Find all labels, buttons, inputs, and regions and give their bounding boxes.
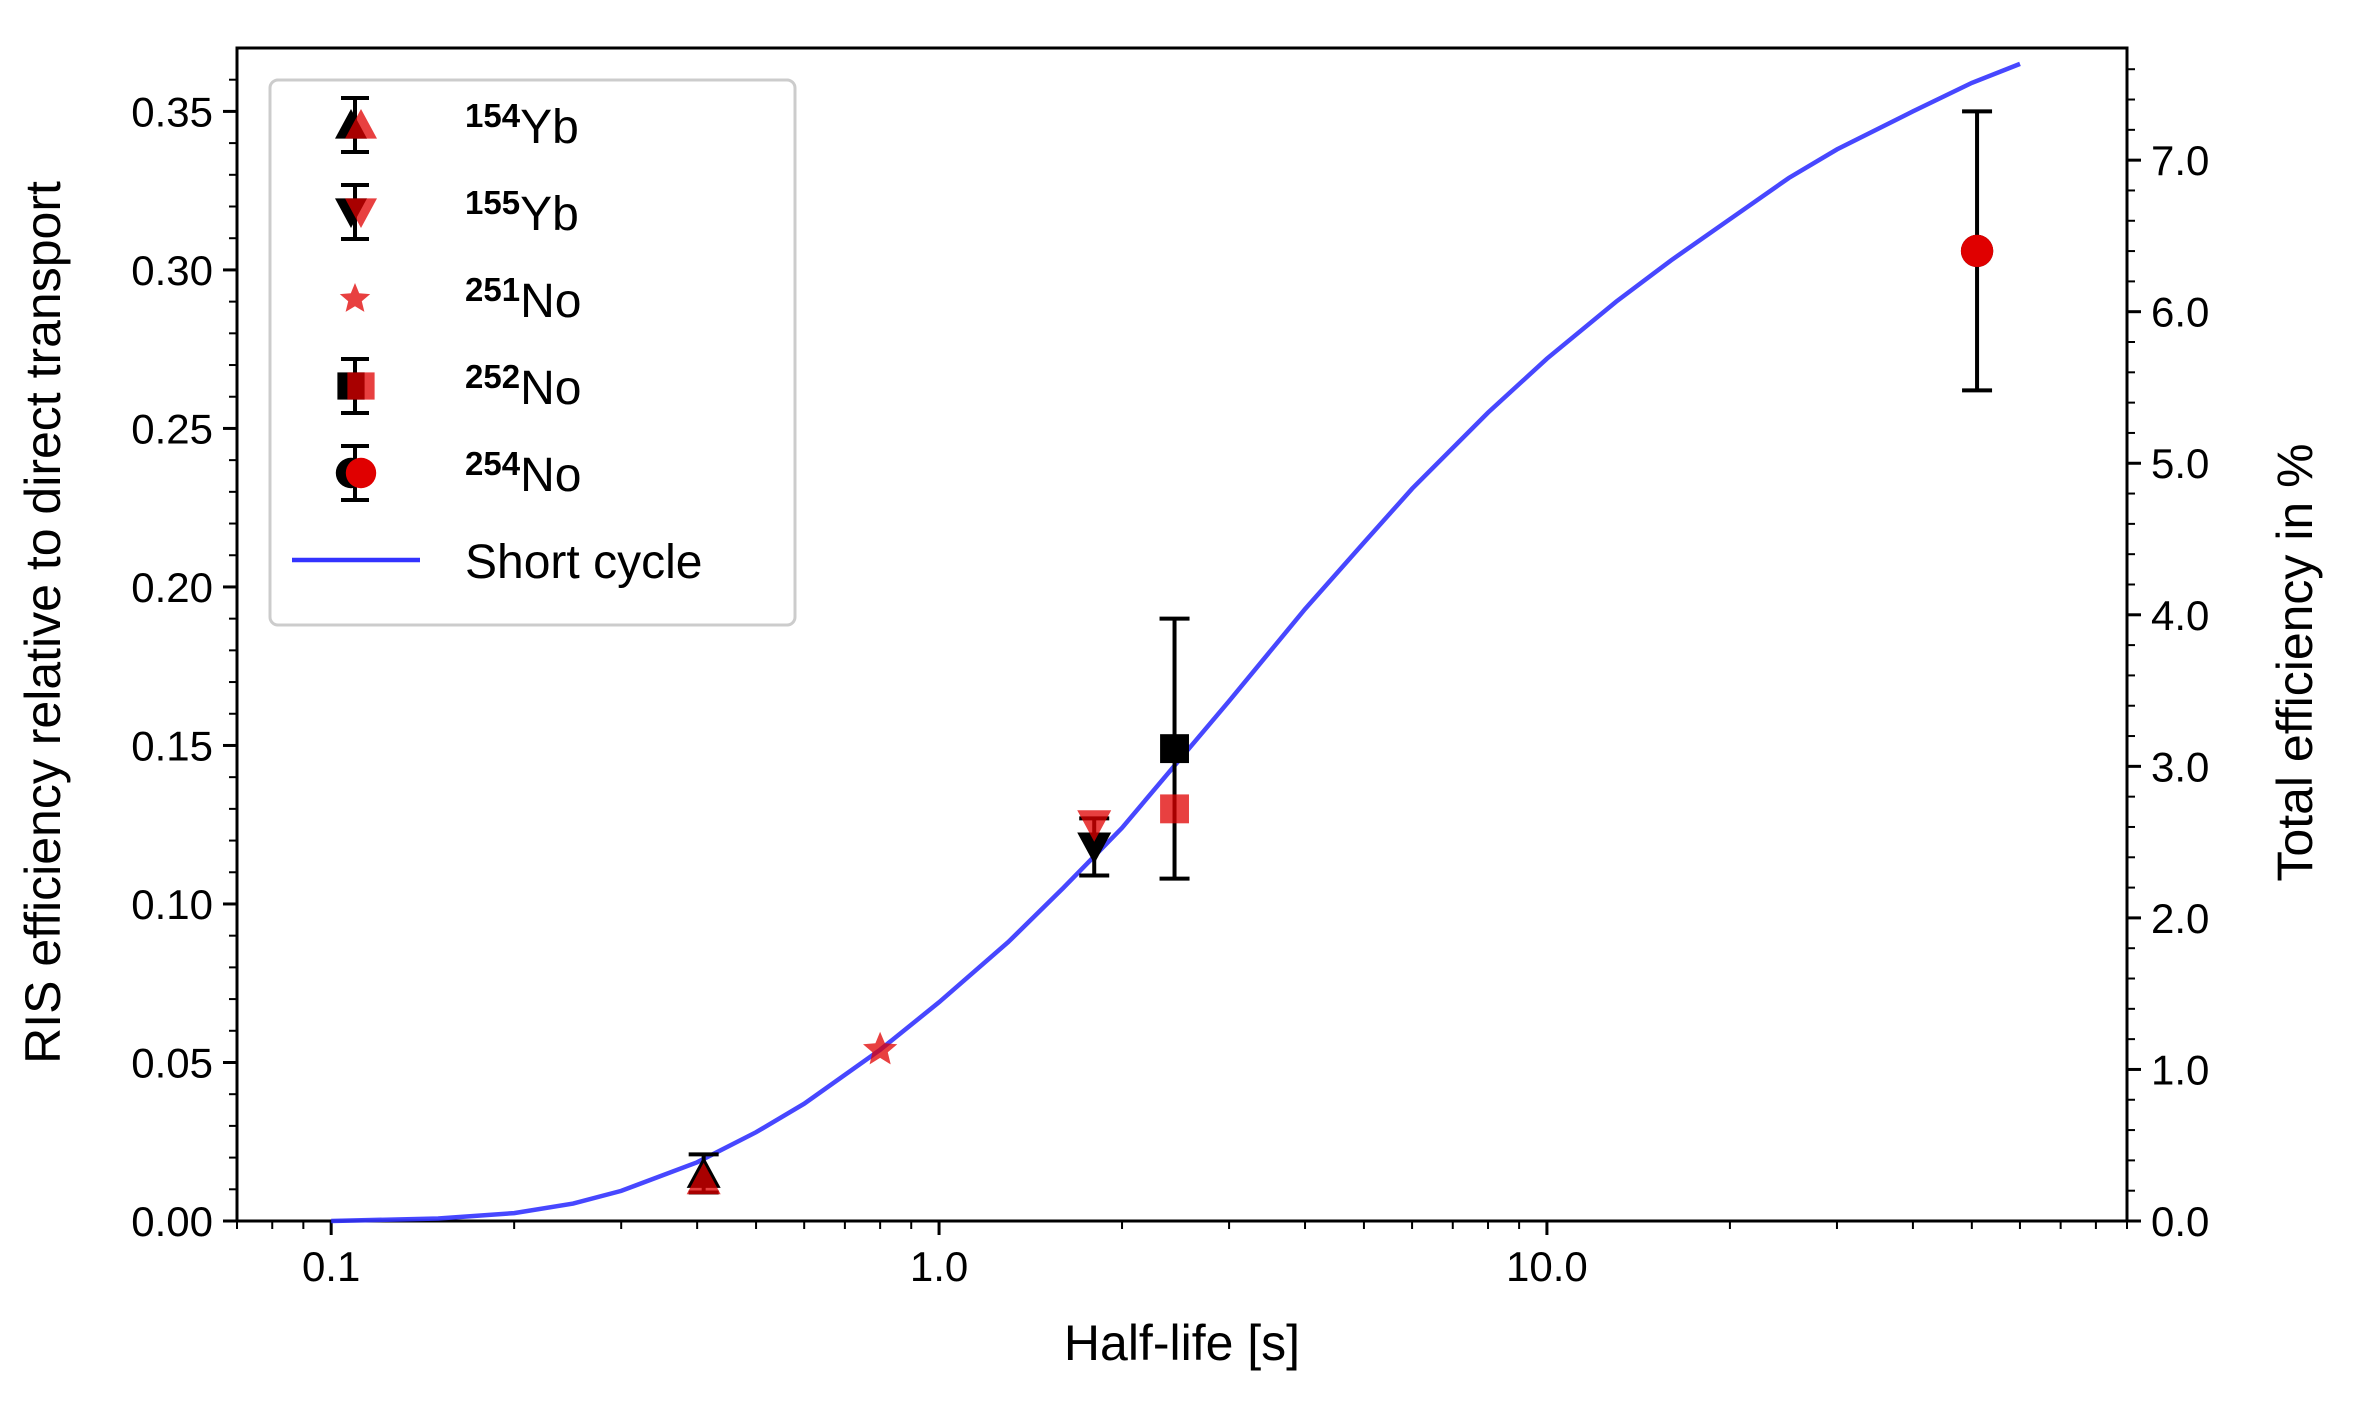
y2-tick-label: 0.0 [2151,1198,2209,1245]
legend-label: Short cycle [465,536,702,589]
series-yb-154 [686,1152,721,1195]
legend-entry-no-251: 251No [339,271,581,328]
legend-red-star-marker [339,283,371,312]
series-no-252 [1159,616,1190,881]
legend-entry-short-cycle: Short cycle [292,536,702,589]
legend-entry-yb-154: 154Yb [335,96,579,154]
legend-element-symbol: Yb [520,101,579,154]
y-tick-label: 0.25 [131,405,213,452]
legend-element-symbol: No [520,449,581,502]
black-triangle-down-marker [1077,832,1112,864]
y-tick-label: 0.00 [131,1198,213,1245]
legend-mass-number: 251 [465,271,520,308]
y2-tick-label: 3.0 [2151,743,2209,790]
legend-label: 154Yb [465,97,579,154]
y-tick-label: 0.20 [131,564,213,611]
y2-tick-label: 4.0 [2151,592,2209,639]
x-tick-label: 1.0 [910,1243,968,1290]
legend-element-symbol: Yb [520,188,579,241]
y2-tick-label: 2.0 [2151,895,2209,942]
legend-entry-yb-155: 155Yb [335,183,579,241]
curve-layer [331,61,2021,1224]
y2-tick-label: 7.0 [2151,137,2209,184]
red-star-marker [863,1031,898,1065]
legend-element-symbol: No [520,275,581,328]
points-layer [686,109,1994,1195]
y2-tick-label: 5.0 [2151,440,2209,487]
x-tick-label: 10.0 [1506,1243,1588,1290]
y-tick-label: 0.30 [131,247,213,294]
legend-element-symbol: No [520,362,581,415]
legend-red-square-marker [347,372,375,400]
y2-axis-title: Total efficiency in % [2267,443,2323,881]
legend-mass-number: 252 [465,358,520,395]
legend-mass-number: 155 [465,184,520,221]
legend-frame [268,78,797,627]
x-tick-label: 0.1 [302,1243,360,1290]
series-yb-155 [1077,810,1112,878]
short-cycle-curve [331,61,2021,1224]
red-triangle-up-marker [686,1162,721,1195]
legend-red-triangle-up-marker [345,109,377,139]
legend-red-triangle-down-marker [345,198,377,228]
legend-red-circle-marker [345,457,377,489]
legend-label: 254No [465,445,581,502]
legend-label: 155Yb [465,184,579,241]
legend-mass-number: 254 [465,445,521,482]
y2-tick-label: 6.0 [2151,289,2209,336]
y-tick-label: 0.10 [131,881,213,928]
y-tick-label: 0.05 [131,1039,213,1086]
y-tick-label: 0.15 [131,722,213,769]
red-triangle-down-marker [1077,810,1112,842]
black-square-marker [1160,734,1189,764]
x-axis-title: Half-life [s] [1064,1315,1300,1371]
legend-label: 251No [465,271,581,328]
plot-frame [235,46,2129,1223]
legend-label: 252No [465,358,581,415]
red-square-marker [1160,794,1189,824]
y-tick-label: 0.35 [131,88,213,135]
red-circle-marker [1960,234,1994,268]
series-no-254 [1960,109,1994,393]
legend-mass-number: 154 [465,97,521,134]
series-no-251 [863,1031,898,1065]
y-axis-title: RIS efficiency relative to direct transp… [15,181,71,1064]
legend-entry-no-254: 254No [335,444,581,502]
y2-tick-label: 1.0 [2151,1046,2209,1093]
axes-layer: 0.1 1.0 10.0 0.00 0.05 0.10 0.15 0.20 0.25 0.30 0.… [131,46,2209,1290]
legend-entry-no-252: 252No [337,357,581,415]
